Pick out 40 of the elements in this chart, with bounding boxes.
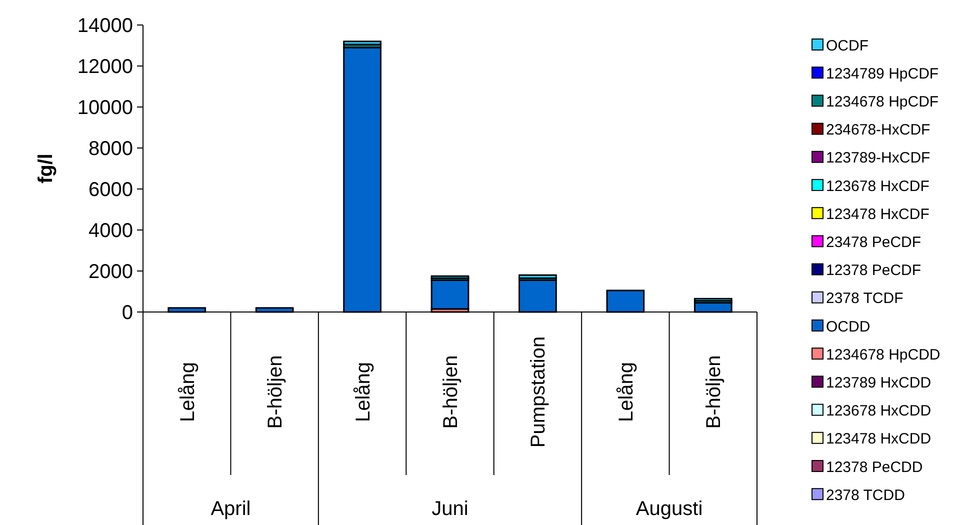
legend-label: OCDD [826, 318, 870, 336]
legend-label: 23478 PeCDF [826, 234, 922, 251]
text: Augusti [636, 498, 703, 520]
x-tick-label: B-höljen [703, 355, 726, 429]
legend-label: 123678 HxCDF [826, 178, 930, 195]
x-tick-label: B-höljen [440, 355, 462, 429]
legend-label: 123478 HxCDD [826, 430, 932, 448]
legend-label: 123789 HxCDD [826, 374, 932, 392]
y-tick-label: 6000 [88, 179, 133, 201]
x-tick-label: Lelång [615, 362, 638, 422]
legend-label: 1234678 HpCDD [826, 346, 940, 364]
legend-label: 2378 TCDF [826, 290, 904, 308]
legend-label: 1234678 HpCDF [826, 93, 939, 110]
y-tick-label: 14000 [77, 15, 133, 37]
y-tick-label: 0 [122, 302, 133, 324]
legend-label: 123478 HxCDF [826, 206, 930, 223]
bar [694, 298, 732, 302]
x-tick-label: Pumpstation [528, 336, 550, 448]
legend-label: 2378 TCDD [826, 486, 906, 504]
legend-label: 123789-HxCDF [826, 150, 930, 167]
bar [430, 279, 470, 310]
y-axis-title: fg/l [35, 154, 57, 184]
text: April [210, 498, 251, 520]
bar [518, 274, 557, 279]
legend-label: OCDF [826, 37, 868, 54]
x-tick-label: Lelång [176, 362, 199, 422]
legend-label: 12378 PeCDD [826, 458, 923, 476]
x-tick-label: B-höljen [264, 355, 287, 429]
x-tick-label: Lelång [352, 362, 374, 422]
y-tick-label: 2000 [88, 261, 133, 283]
y-tick-label: 10000 [77, 97, 133, 119]
y-tick-label: 12000 [77, 56, 133, 78]
text: Juni [432, 498, 468, 520]
y-tick-label: 8000 [88, 138, 133, 160]
bar [343, 40, 382, 46]
legend-label: 123678 HxCDD [826, 402, 932, 420]
y-tick-label: 4000 [88, 220, 133, 242]
legend-label: 1234789 HpCDF [826, 65, 939, 82]
legend-label: 12378 PeCDF [826, 262, 922, 280]
legend-label: 234678-HxCDF [826, 122, 930, 139]
